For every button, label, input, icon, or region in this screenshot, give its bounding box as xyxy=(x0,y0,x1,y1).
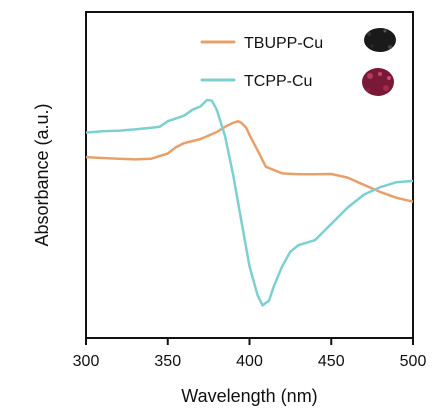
legend: TBUPP-Cu TCPP-Cu xyxy=(200,28,396,96)
series-line-tbupp-cu xyxy=(85,119,414,203)
plot-frame xyxy=(85,11,414,339)
black-powder-sample-icon xyxy=(364,28,396,52)
legend-label-tcpp-cu: TCPP-Cu xyxy=(244,73,312,90)
series-layer xyxy=(85,98,414,307)
y-axis-label: Absorbance (a.u.) xyxy=(32,103,52,246)
x-tick-label: 400 xyxy=(236,353,263,370)
x-tick-label: 450 xyxy=(318,353,345,370)
x-tick-label: 300 xyxy=(73,353,100,370)
red-powder-sample-icon xyxy=(362,68,394,96)
series-line-tcpp-cu xyxy=(85,98,414,307)
legend-label-tbupp-cu: TBUPP-Cu xyxy=(244,35,323,52)
x-tick-label: 350 xyxy=(154,353,181,370)
x-axis-ticks: 300 350 400 450 500 xyxy=(73,338,427,370)
x-tick-label: 500 xyxy=(400,353,427,370)
x-axis-label: Wavelength (nm) xyxy=(181,386,317,406)
